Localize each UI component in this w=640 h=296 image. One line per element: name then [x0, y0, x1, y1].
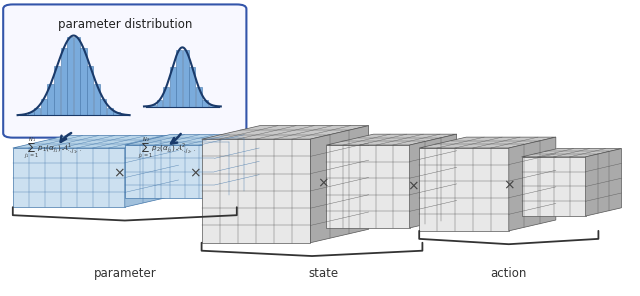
- Bar: [209, 105, 215, 107]
- Bar: [202, 100, 208, 107]
- Polygon shape: [410, 134, 457, 228]
- Text: $\times$: $\times$: [189, 166, 201, 180]
- Polygon shape: [522, 149, 621, 157]
- FancyBboxPatch shape: [3, 4, 246, 138]
- Polygon shape: [326, 134, 457, 145]
- Bar: [81, 48, 86, 115]
- Bar: [163, 87, 169, 107]
- Text: $\times$: $\times$: [407, 179, 419, 194]
- Bar: [41, 99, 47, 115]
- Bar: [47, 84, 54, 115]
- Text: $\times$: $\times$: [113, 166, 124, 180]
- Polygon shape: [310, 126, 369, 243]
- Text: parameter distribution: parameter distribution: [58, 18, 192, 31]
- Text: $\sum_{j_1=1}^{N_1} p_1(\alpha_{j_1})\,\mathcal{A}^1_{\cdot,j_1,\cdot}$: $\sum_{j_1=1}^{N_1} p_1(\alpha_{j_1})\,\…: [24, 135, 83, 161]
- Polygon shape: [202, 126, 369, 139]
- Text: $\times$: $\times$: [503, 178, 515, 192]
- Polygon shape: [419, 137, 556, 148]
- Bar: [196, 87, 202, 107]
- Bar: [107, 108, 113, 115]
- Polygon shape: [522, 157, 586, 216]
- Bar: [183, 50, 189, 107]
- Bar: [74, 37, 80, 115]
- Polygon shape: [125, 136, 179, 207]
- Bar: [67, 37, 74, 115]
- Bar: [189, 67, 195, 107]
- Bar: [34, 108, 40, 115]
- Polygon shape: [13, 148, 125, 207]
- Text: $\times$: $\times$: [317, 176, 329, 191]
- Bar: [100, 99, 106, 115]
- Bar: [157, 100, 163, 107]
- Polygon shape: [326, 145, 410, 228]
- Text: $\sum_{j_2=1}^{N_2} p_2(\alpha_{j_2})\,\mathcal{A}^2_{\cdot,j_2,\cdot}$: $\sum_{j_2=1}^{N_2} p_2(\alpha_{j_2})\,\…: [138, 135, 196, 161]
- Bar: [93, 84, 100, 115]
- Polygon shape: [214, 135, 259, 198]
- Polygon shape: [586, 149, 621, 216]
- Polygon shape: [202, 139, 310, 243]
- Bar: [87, 66, 93, 115]
- Bar: [170, 67, 175, 107]
- Bar: [113, 112, 120, 115]
- Text: action: action: [491, 267, 527, 280]
- Text: state: state: [308, 267, 339, 280]
- Polygon shape: [125, 145, 214, 198]
- Bar: [28, 112, 34, 115]
- Bar: [176, 50, 182, 107]
- Bar: [61, 48, 67, 115]
- Text: parameter: parameter: [93, 267, 156, 280]
- Polygon shape: [509, 137, 556, 231]
- Polygon shape: [125, 135, 259, 145]
- Bar: [54, 66, 60, 115]
- Polygon shape: [419, 148, 509, 231]
- Bar: [150, 105, 156, 107]
- Polygon shape: [13, 136, 179, 148]
